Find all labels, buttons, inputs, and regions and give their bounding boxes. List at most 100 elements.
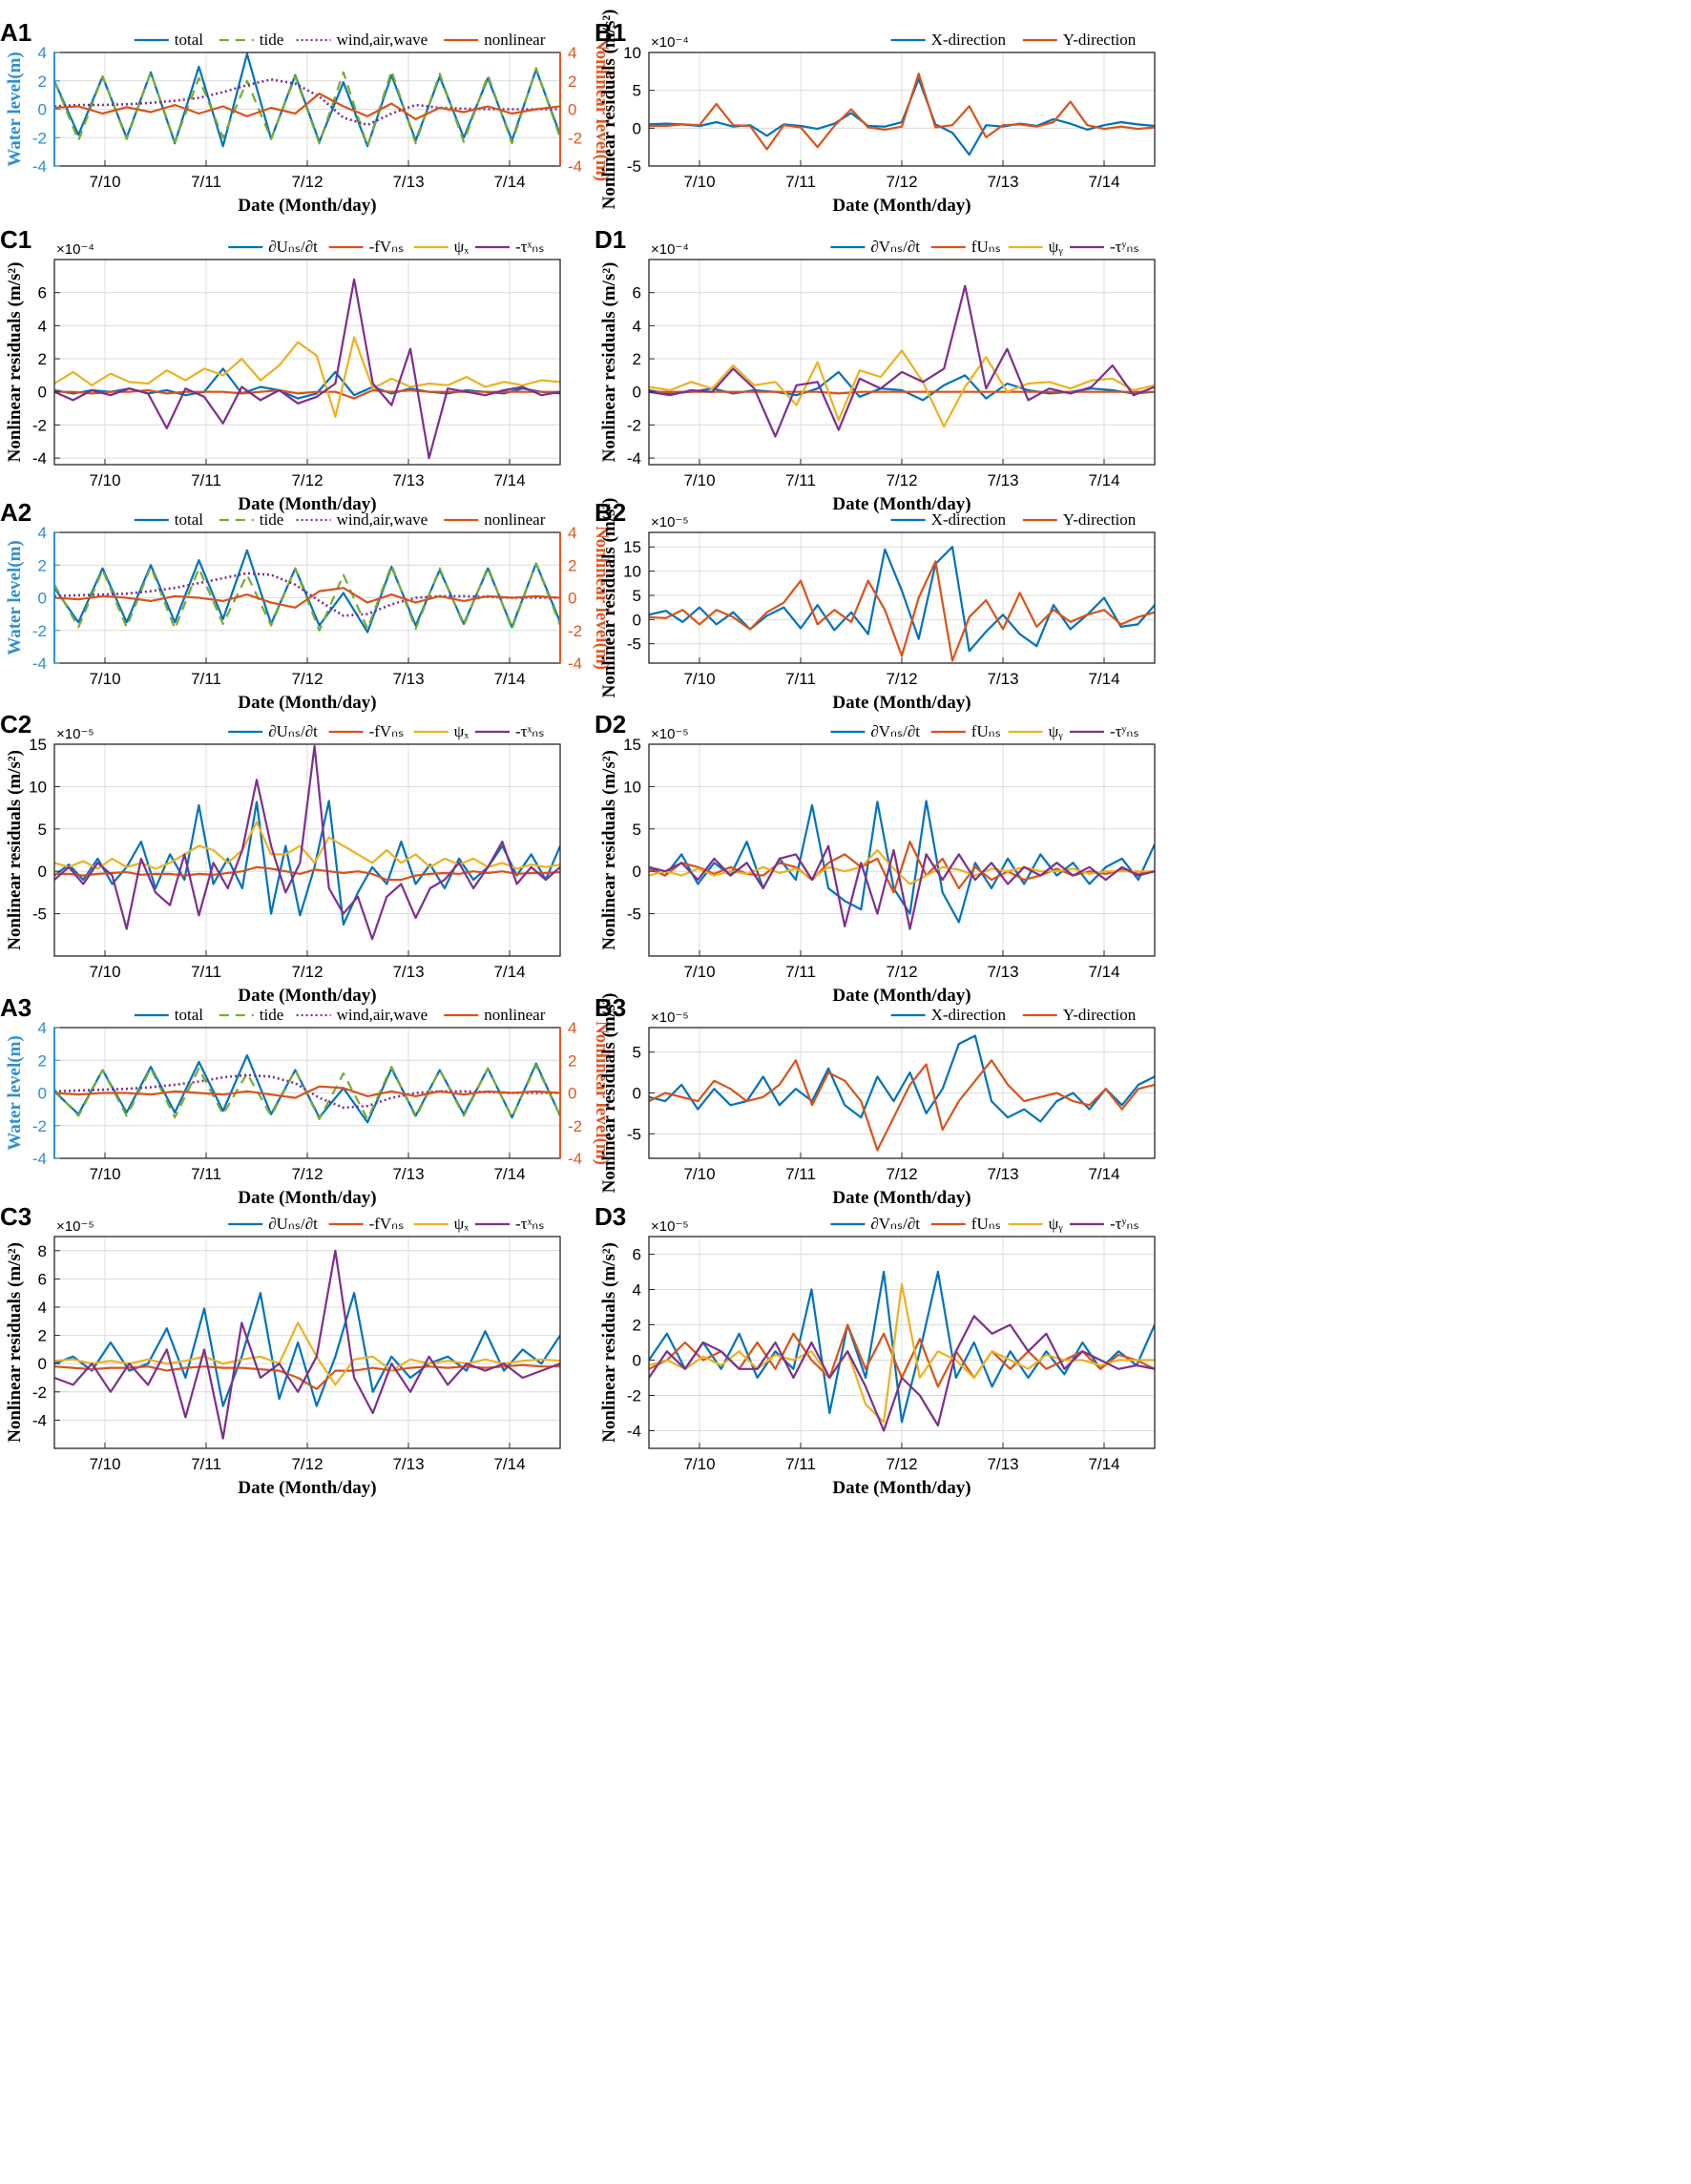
series-line-nonlinear — [54, 587, 560, 609]
x-tick-label: 7/13 — [392, 670, 424, 688]
legend-entry: ∂Uₙₛ/∂t — [268, 238, 318, 256]
x-tick-label: 7/14 — [493, 1455, 525, 1473]
y-tick-label: 4 — [633, 1281, 641, 1300]
x-axis-label: Date (Month/day) — [832, 693, 971, 713]
x-tick-label: 7/11 — [191, 1165, 221, 1183]
series-line-psi-x — [54, 1321, 560, 1386]
series-line--tau-y — [649, 844, 1155, 930]
x-axis-label: Date (Month/day) — [238, 1478, 376, 1498]
x-axis-label: Date (Month/day) — [238, 986, 376, 1006]
panel-label: C1 — [0, 225, 31, 254]
y-tick-label: 2 — [38, 1051, 47, 1070]
y-tick-label: 6 — [38, 284, 47, 302]
y-tick-label: 4 — [38, 1299, 47, 1317]
series-line--tau-y — [649, 1315, 1155, 1432]
x-tick-label: 7/13 — [392, 1455, 424, 1473]
x-tick-label: 7/11 — [785, 963, 816, 981]
x-tick-label: 7/13 — [392, 963, 424, 981]
y-exponent-label: ×10⁻⁵ — [651, 514, 689, 530]
legend-entry: ψₓ — [454, 722, 470, 740]
panel-d3: D3 7/10 7/11 7/12 7/13 7/14 -4 -2 0 2 4 6 Date (Mont… — [595, 1202, 1156, 1498]
y-tick-label: 2 — [38, 350, 47, 368]
x-tick-label: 7/13 — [392, 471, 424, 489]
series-group — [54, 549, 560, 634]
y-tick-label: -4 — [32, 157, 47, 176]
series-line-psi-x — [54, 336, 560, 418]
panel-label: D3 — [595, 1202, 626, 1231]
x-tick-label: 7/14 — [1088, 1455, 1119, 1473]
series-line-du-dt — [54, 800, 560, 926]
y-tick-label: -2 — [32, 1383, 47, 1402]
y-axis-label: Nonlinear residuals (m/s²) — [5, 262, 25, 463]
y-axis-label: Nonlinear residuals (m/s²) — [599, 10, 619, 210]
x-tick-label: 7/12 — [886, 173, 917, 191]
x-axis-label: Date (Month/day) — [238, 494, 376, 514]
panel-label: B1 — [595, 18, 626, 47]
right-y-tick-label: -2 — [568, 622, 582, 640]
x-tick-label: 7/12 — [886, 1455, 917, 1473]
x-tick-label: 7/11 — [191, 471, 221, 489]
x-tick-label: 7/13 — [392, 173, 424, 191]
legend-entry: -τʸₙₛ — [1110, 238, 1139, 256]
panel-a1: A1 7/10 7/11 7/12 7/13 7/14 -4 -2 0 2 4 -4 -2 0 2 4 Date… — [0, 18, 612, 216]
legend-entry: total — [175, 510, 203, 529]
series-line-tide — [54, 1064, 560, 1121]
y-tick-label: -5 — [32, 905, 47, 924]
y-tick-label: 0 — [38, 101, 47, 119]
series-group — [649, 284, 1155, 438]
series-group — [649, 1034, 1155, 1152]
y-tick-label: 0 — [633, 1085, 641, 1103]
x-tick-label: 7/10 — [683, 1455, 715, 1473]
series-line-dv-dt — [649, 800, 1155, 924]
right-y-tick-label: -2 — [568, 129, 582, 147]
y-tick-label: 2 — [633, 350, 641, 368]
right-y-tick-label: 0 — [568, 101, 576, 119]
legend-entry: -fVₙₛ — [369, 238, 405, 256]
legend-entry: X-direction — [931, 510, 1007, 529]
right-y-axis-label: Nonlinear level(m) — [592, 526, 612, 670]
x-axis-label: Date (Month/day) — [238, 1188, 376, 1208]
y-tick-label: -4 — [32, 1411, 47, 1429]
series-line--tau-y — [649, 284, 1155, 438]
legend-entry: nonlinear — [484, 1006, 546, 1024]
series-group — [54, 744, 560, 941]
x-tick-label: 7/14 — [493, 670, 525, 688]
x-tick-label: 7/13 — [987, 1165, 1018, 1183]
y-tick-label: -4 — [627, 1423, 641, 1441]
legend-entry: ∂Uₙₛ/∂t — [268, 722, 318, 740]
legend-entry: wind,air,wave — [337, 31, 428, 49]
legend-entry: fUₙₛ — [971, 1215, 1001, 1233]
x-tick-label: 7/10 — [89, 173, 120, 191]
y-tick-label: 0 — [38, 1355, 47, 1373]
x-tick-label: 7/12 — [291, 1165, 323, 1183]
series-line-psi-y — [649, 349, 1155, 428]
right-y-tick-label: 0 — [568, 1085, 576, 1103]
series-line--tau-x — [54, 744, 560, 941]
legend: ∂Vₙₛ/∂t fUₙₛ ψᵧ -τʸₙₛ — [830, 722, 1139, 740]
panel-label: A1 — [0, 18, 31, 47]
panel-d2: D2 7/10 7/11 7/12 7/13 7/14 -5 0 5 10 15 Date (Mont… — [595, 710, 1156, 1006]
panel-label: D1 — [595, 225, 626, 254]
legend-entry: Y-direction — [1063, 1006, 1137, 1024]
x-axis-label: Date (Month/day) — [832, 1188, 971, 1208]
series-line-psi-y — [649, 1282, 1155, 1424]
panel-d1: D1 7/10 7/11 7/12 7/13 7/14 -4 -2 0 2 4 6 Date (Mont… — [595, 225, 1156, 514]
legend-entry: ψᵧ — [1049, 1215, 1064, 1233]
legend: ∂Vₙₛ/∂t fUₙₛ ψᵧ -τʸₙₛ — [830, 1215, 1139, 1233]
x-tick-label: 7/14 — [493, 1165, 525, 1183]
legend: X-direction Y-direction — [890, 1006, 1137, 1024]
right-y-tick-label: 2 — [568, 73, 576, 91]
right-y-tick-label: -4 — [568, 1150, 582, 1168]
y-exponent-label: ×10⁻⁴ — [651, 241, 689, 258]
x-axis-label: Date (Month/day) — [832, 494, 971, 514]
series-line-nonlinear — [54, 1085, 560, 1099]
x-tick-label: 7/10 — [683, 963, 715, 981]
y-tick-label: 4 — [38, 317, 47, 335]
x-tick-label: 7/13 — [987, 1455, 1018, 1473]
y-tick-label: 5 — [633, 821, 641, 839]
y-tick-label: 0 — [633, 384, 641, 402]
x-tick-label: 7/12 — [886, 963, 917, 981]
series-group — [54, 278, 560, 460]
x-axis-label: Date (Month/day) — [832, 196, 971, 216]
